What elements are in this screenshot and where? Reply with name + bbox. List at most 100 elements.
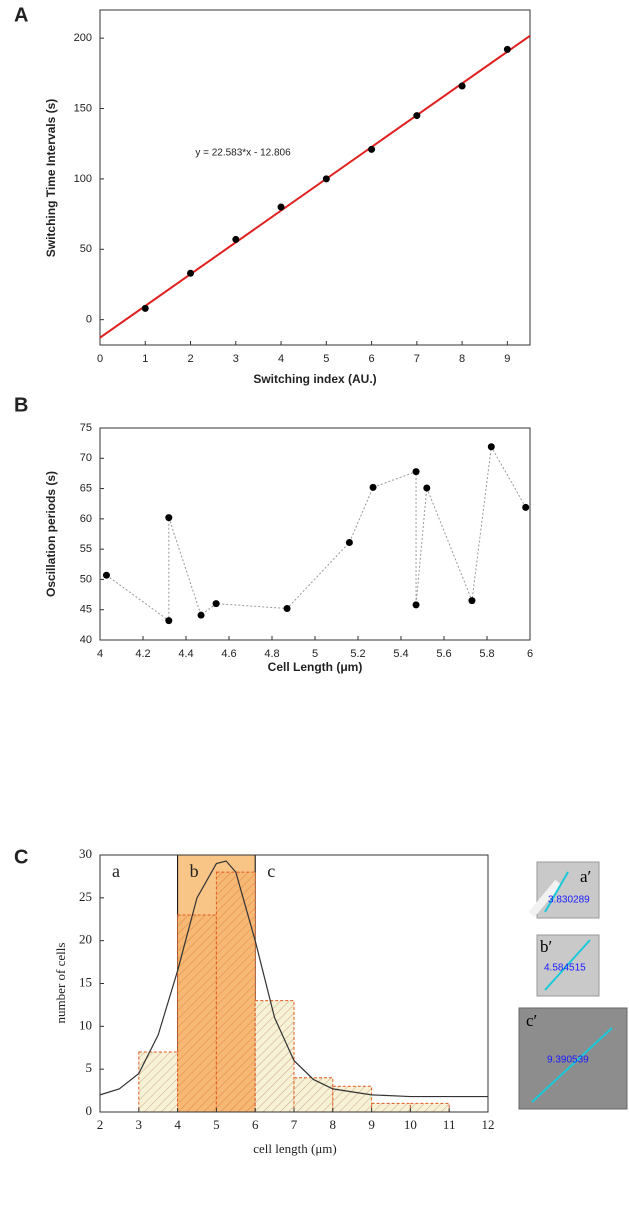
x-tick-label: 2	[97, 1117, 104, 1132]
point	[487, 443, 495, 451]
point	[413, 112, 421, 120]
region-label: b	[190, 861, 199, 881]
point	[423, 484, 431, 492]
x-tick-label: 8	[330, 1117, 337, 1132]
bar	[332, 1085, 373, 1113]
x-tick-label: 5.8	[479, 648, 494, 660]
x-axis-title: cell length (μm)	[253, 1141, 337, 1156]
bar	[177, 914, 217, 1113]
point	[368, 145, 376, 153]
panel-label: A	[14, 4, 28, 26]
x-tick-label: 1	[142, 353, 148, 365]
x-tick-label: 11	[443, 1117, 456, 1132]
y-tick-label: 15	[79, 974, 92, 989]
point	[187, 269, 195, 277]
y-tick-label: 200	[74, 32, 92, 44]
fit-line	[99, 34, 531, 339]
y-tick-label: 45	[80, 604, 92, 616]
x-tick-label: 6	[527, 648, 533, 660]
bar	[293, 1077, 334, 1113]
point	[102, 571, 110, 579]
point	[165, 617, 173, 625]
y-tick-label: 65	[80, 482, 92, 494]
point	[458, 82, 466, 90]
panel-label: B	[14, 394, 28, 416]
inset-label: a′	[580, 867, 591, 886]
x-tick-label: 3	[136, 1117, 143, 1132]
y-tick-label: 100	[74, 173, 92, 185]
y-tick-label: 50	[80, 573, 92, 585]
y-tick-label: 50	[80, 243, 92, 255]
y-tick-label: 55	[80, 543, 92, 555]
x-tick-label: 7	[414, 353, 420, 365]
point	[468, 597, 476, 605]
x-tick-label: 5.2	[350, 648, 365, 660]
x-axis-title: Switching index (AU.)	[253, 372, 376, 386]
y-tick-label: 60	[80, 513, 92, 525]
x-tick-label: 5.4	[393, 648, 408, 660]
fit-curve	[99, 860, 488, 1098]
point	[141, 304, 149, 312]
x-tick-label: 4.6	[221, 648, 236, 660]
y-tick-label: 20	[79, 932, 92, 947]
x-tick-label: 4.2	[135, 648, 150, 660]
y-tick-label: 5	[86, 1060, 93, 1075]
measure-line	[531, 1027, 613, 1103]
x-tick-label: 10	[404, 1117, 417, 1132]
plot-frame	[99, 427, 531, 641]
point	[283, 605, 291, 613]
insets: a′ 3.830289 b′ 4.584515 c′ 9.390539	[518, 861, 628, 1110]
region-label: c	[267, 861, 275, 881]
inset-value: 9.390539	[547, 1055, 589, 1066]
point	[197, 611, 205, 619]
y-axis-title: number of cells	[53, 943, 68, 1024]
plot-frame	[99, 9, 531, 346]
point	[412, 601, 420, 609]
x-tick-label: 0	[97, 353, 103, 365]
point	[277, 203, 285, 211]
measure-line	[544, 939, 591, 991]
bar	[215, 871, 256, 1113]
y-axis-title: Switching Time Intervals (s)	[44, 99, 58, 257]
y-tick-label: 0	[86, 314, 92, 326]
point	[503, 45, 511, 53]
point	[522, 503, 530, 511]
chart: 0 1 2 3 4 5 6 7 8 9 0 50 100 150 200 Switching index (A…	[44, 9, 531, 386]
inset-label: c′	[526, 1011, 537, 1030]
x-tick-label: 4.4	[178, 648, 193, 660]
inset-value: 3.830289	[548, 895, 590, 906]
measure-line	[544, 871, 569, 913]
x-tick-label: 2	[187, 353, 193, 365]
x-tick-label: 5	[312, 648, 318, 660]
x-tick-label: 4	[97, 648, 103, 660]
chart: a b c 2 3 4 5 6 7 8 9 10 11 12 0 5 10 15 20 25 30 cell length…	[53, 846, 495, 1156]
point	[369, 483, 377, 491]
panel-label: C	[14, 846, 28, 868]
x-tick-label: 4.8	[264, 648, 279, 660]
x-axis-title: Cell Length (μm)	[268, 660, 363, 674]
point	[232, 235, 240, 243]
y-tick-label: 150	[74, 102, 92, 114]
x-tick-label: 12	[482, 1117, 495, 1132]
y-tick-label: 0	[86, 1103, 93, 1118]
line	[106, 445, 527, 622]
x-tick-label: 6	[369, 353, 375, 365]
y-tick-label: 25	[79, 889, 92, 904]
x-tick-label: 5	[323, 353, 329, 365]
inset-value: 4.584515	[544, 963, 586, 974]
point	[412, 468, 420, 476]
bar	[138, 1051, 179, 1113]
bar	[371, 1102, 411, 1113]
y-tick-label: 75	[80, 422, 92, 434]
point	[345, 538, 353, 546]
x-tick-label: 3	[233, 353, 239, 365]
x-tick-label: 9	[504, 353, 510, 365]
x-tick-label: 9	[368, 1117, 375, 1132]
y-tick-label: 40	[80, 634, 92, 646]
x-tick-label: 5	[213, 1117, 220, 1132]
x-tick-label: 7	[291, 1117, 298, 1132]
point	[212, 600, 220, 608]
point	[165, 514, 173, 522]
cell	[528, 879, 562, 918]
